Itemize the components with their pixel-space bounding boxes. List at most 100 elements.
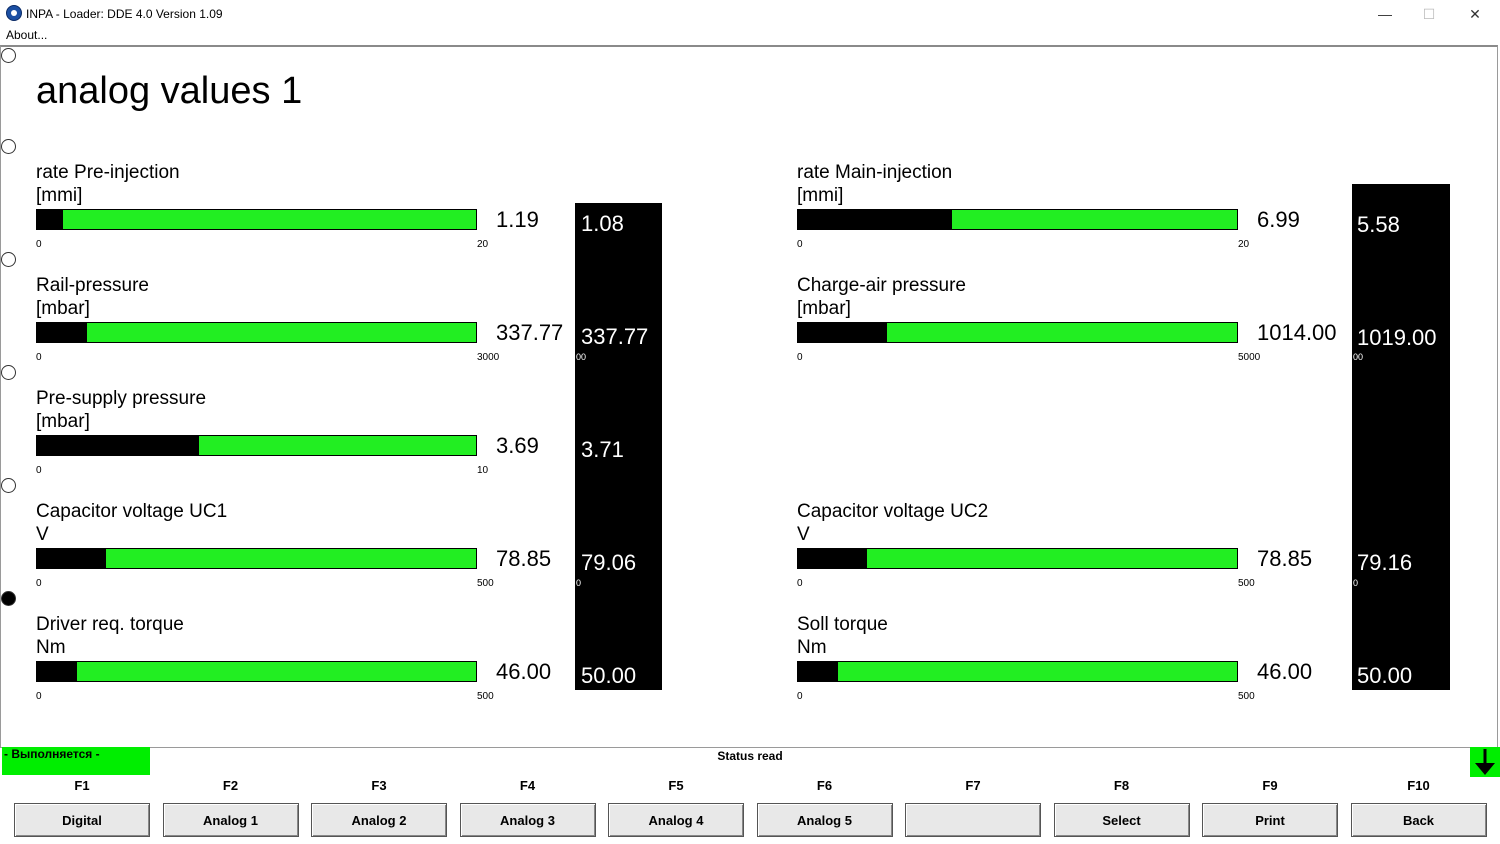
status-text: Status read: [717, 749, 783, 763]
function-button-f6[interactable]: Analog 5: [756, 803, 893, 837]
left-panel-value: 1.08: [581, 211, 624, 236]
function-button-f4[interactable]: Analog 3: [459, 803, 596, 837]
gauge-min: 0: [36, 239, 42, 250]
left-panel-value: 79.06: [581, 550, 637, 575]
gauge-max: 500: [477, 691, 494, 702]
page-title: analog values 1: [36, 70, 303, 112]
function-key-label-f4: F4: [519, 778, 536, 793]
gauge-min: 0: [36, 465, 42, 476]
gauge-value: 3.69: [496, 433, 539, 458]
gauge-min: 0: [797, 578, 803, 589]
gauge-max: 20: [1238, 239, 1250, 250]
left-panel-value: 50.00: [581, 663, 637, 688]
gauge-value: 78.85: [1257, 546, 1313, 571]
gauge-label: Soll torque: [797, 614, 888, 635]
maximize-button[interactable]: ☐: [1422, 6, 1436, 22]
radio-option-3[interactable]: [1, 252, 16, 267]
close-button[interactable]: ✕: [1469, 6, 1481, 22]
right-panel-value: 5.58: [1357, 212, 1400, 237]
gauge-bar-fill: [37, 210, 64, 229]
left-values-panel: [575, 203, 662, 690]
gauge-unit: [mmi]: [36, 185, 83, 206]
gauge: rate Main-injection [mmi] 0 20 6.99: [797, 161, 1357, 256]
function-key-label-f7: F7: [965, 778, 981, 793]
function-key-label-f1: F1: [74, 778, 90, 793]
arrow-down-icon[interactable]: [1470, 747, 1500, 777]
function-button-f5[interactable]: Analog 4: [608, 803, 744, 837]
left-panel-fragment: 00: [576, 352, 587, 362]
gauge-value: 337.77: [496, 320, 564, 345]
gauge-value: 1.19: [496, 207, 539, 232]
gauge-value: 1014.00: [1257, 320, 1337, 345]
gauge-unit: Nm: [797, 637, 827, 658]
gauge: rate Pre-injection [mmi] 0 20 1.19: [36, 161, 596, 256]
gauge-unit: [mbar]: [797, 298, 851, 319]
gauge-max: 500: [477, 578, 494, 589]
right-panel-value: 50.00: [1357, 663, 1413, 688]
gauge-unit: [mbar]: [36, 298, 90, 319]
gauge-label: Pre-supply pressure: [36, 388, 207, 409]
gauge-min: 0: [36, 352, 42, 363]
gauge-min: 0: [797, 691, 803, 702]
radio-option-1[interactable]: [1, 48, 16, 63]
function-button-f9[interactable]: Print: [1202, 803, 1338, 837]
function-button-f10[interactable]: Back: [1350, 803, 1487, 837]
gauge-max: 500: [1238, 691, 1255, 702]
gauge-label: Rail-pressure: [36, 275, 149, 296]
menu-about[interactable]: About...: [6, 28, 48, 42]
gauge-bar-fill: [798, 210, 952, 229]
function-button-f8[interactable]: Select: [1053, 803, 1190, 837]
function-key-label-f5: F5: [668, 778, 684, 793]
radio-option-2[interactable]: [1, 139, 16, 154]
function-key-label-f10: F10: [1407, 778, 1430, 793]
right-values-panel: [1352, 184, 1450, 690]
gauge: Soll torque Nm 0 500 46.00: [797, 613, 1357, 708]
gauge-bar-fill: [798, 549, 868, 568]
gauge-bar: [797, 209, 1238, 230]
menu-bar: About...: [0, 28, 1500, 45]
window-title: INPA - Loader: DDE 4.0 Version 1.09: [26, 7, 223, 21]
gauge-bar: [797, 548, 1238, 569]
function-button-f1[interactable]: Digital: [14, 803, 150, 837]
gauge-value: 46.00: [1257, 659, 1313, 684]
gauge-bar-fill: [37, 549, 107, 568]
gauge-unit: V: [797, 524, 810, 545]
gauge-value: 78.85: [496, 546, 552, 571]
function-button-f2[interactable]: Analog 1: [162, 803, 299, 837]
gauge: Capacitor voltage UC2 V 0 500 78.85: [797, 500, 1357, 595]
gauge-bar: [36, 435, 477, 456]
gauge-label: Capacitor voltage UC2: [797, 501, 989, 522]
gauge-max: 20: [477, 239, 489, 250]
function-key-label-f9: F9: [1262, 778, 1278, 793]
radio-option-4[interactable]: [1, 365, 16, 380]
gauge-label: Charge-air pressure: [797, 275, 966, 296]
minimize-button[interactable]: —: [1378, 6, 1392, 22]
gauge: Capacitor voltage UC1 V 0 500 78.85: [36, 500, 596, 595]
status-bar: - Выполняется - Status read: [0, 747, 1500, 777]
gauge-label: rate Pre-injection: [36, 162, 180, 183]
gauge-label: Capacitor voltage UC1: [36, 501, 228, 522]
function-button-f7[interactable]: [905, 803, 1041, 837]
main-panel: [0, 45, 1498, 748]
gauge-min: 0: [797, 239, 803, 250]
left-panel-value: 3.71: [581, 437, 624, 462]
function-button-f3[interactable]: Analog 2: [311, 803, 447, 837]
gauge-bar: [36, 322, 477, 343]
radio-option-5[interactable]: [1, 478, 16, 493]
gauge-unit: V: [36, 524, 49, 545]
gauge-unit: [mmi]: [797, 185, 844, 206]
gauge-bar-fill: [37, 662, 78, 681]
gauge-label: Driver req. torque: [36, 614, 184, 635]
status-running: - Выполняется -: [2, 747, 150, 775]
gauge-bar-fill: [37, 436, 199, 455]
gauge-bar: [36, 548, 477, 569]
gauge-label: rate Main-injection: [797, 162, 953, 183]
gauge: Pre-supply pressure [mbar] 0 10 3.69: [36, 387, 596, 482]
gauge-unit: Nm: [36, 637, 66, 658]
gauge-bar-fill: [37, 323, 87, 342]
left-panel-value: 337.77: [581, 324, 649, 349]
right-panel-value: 1019.00: [1357, 325, 1437, 350]
gauge-max: 5000: [1238, 352, 1261, 363]
radio-option-6-selected[interactable]: [1, 591, 16, 606]
gauge-bar: [797, 322, 1238, 343]
